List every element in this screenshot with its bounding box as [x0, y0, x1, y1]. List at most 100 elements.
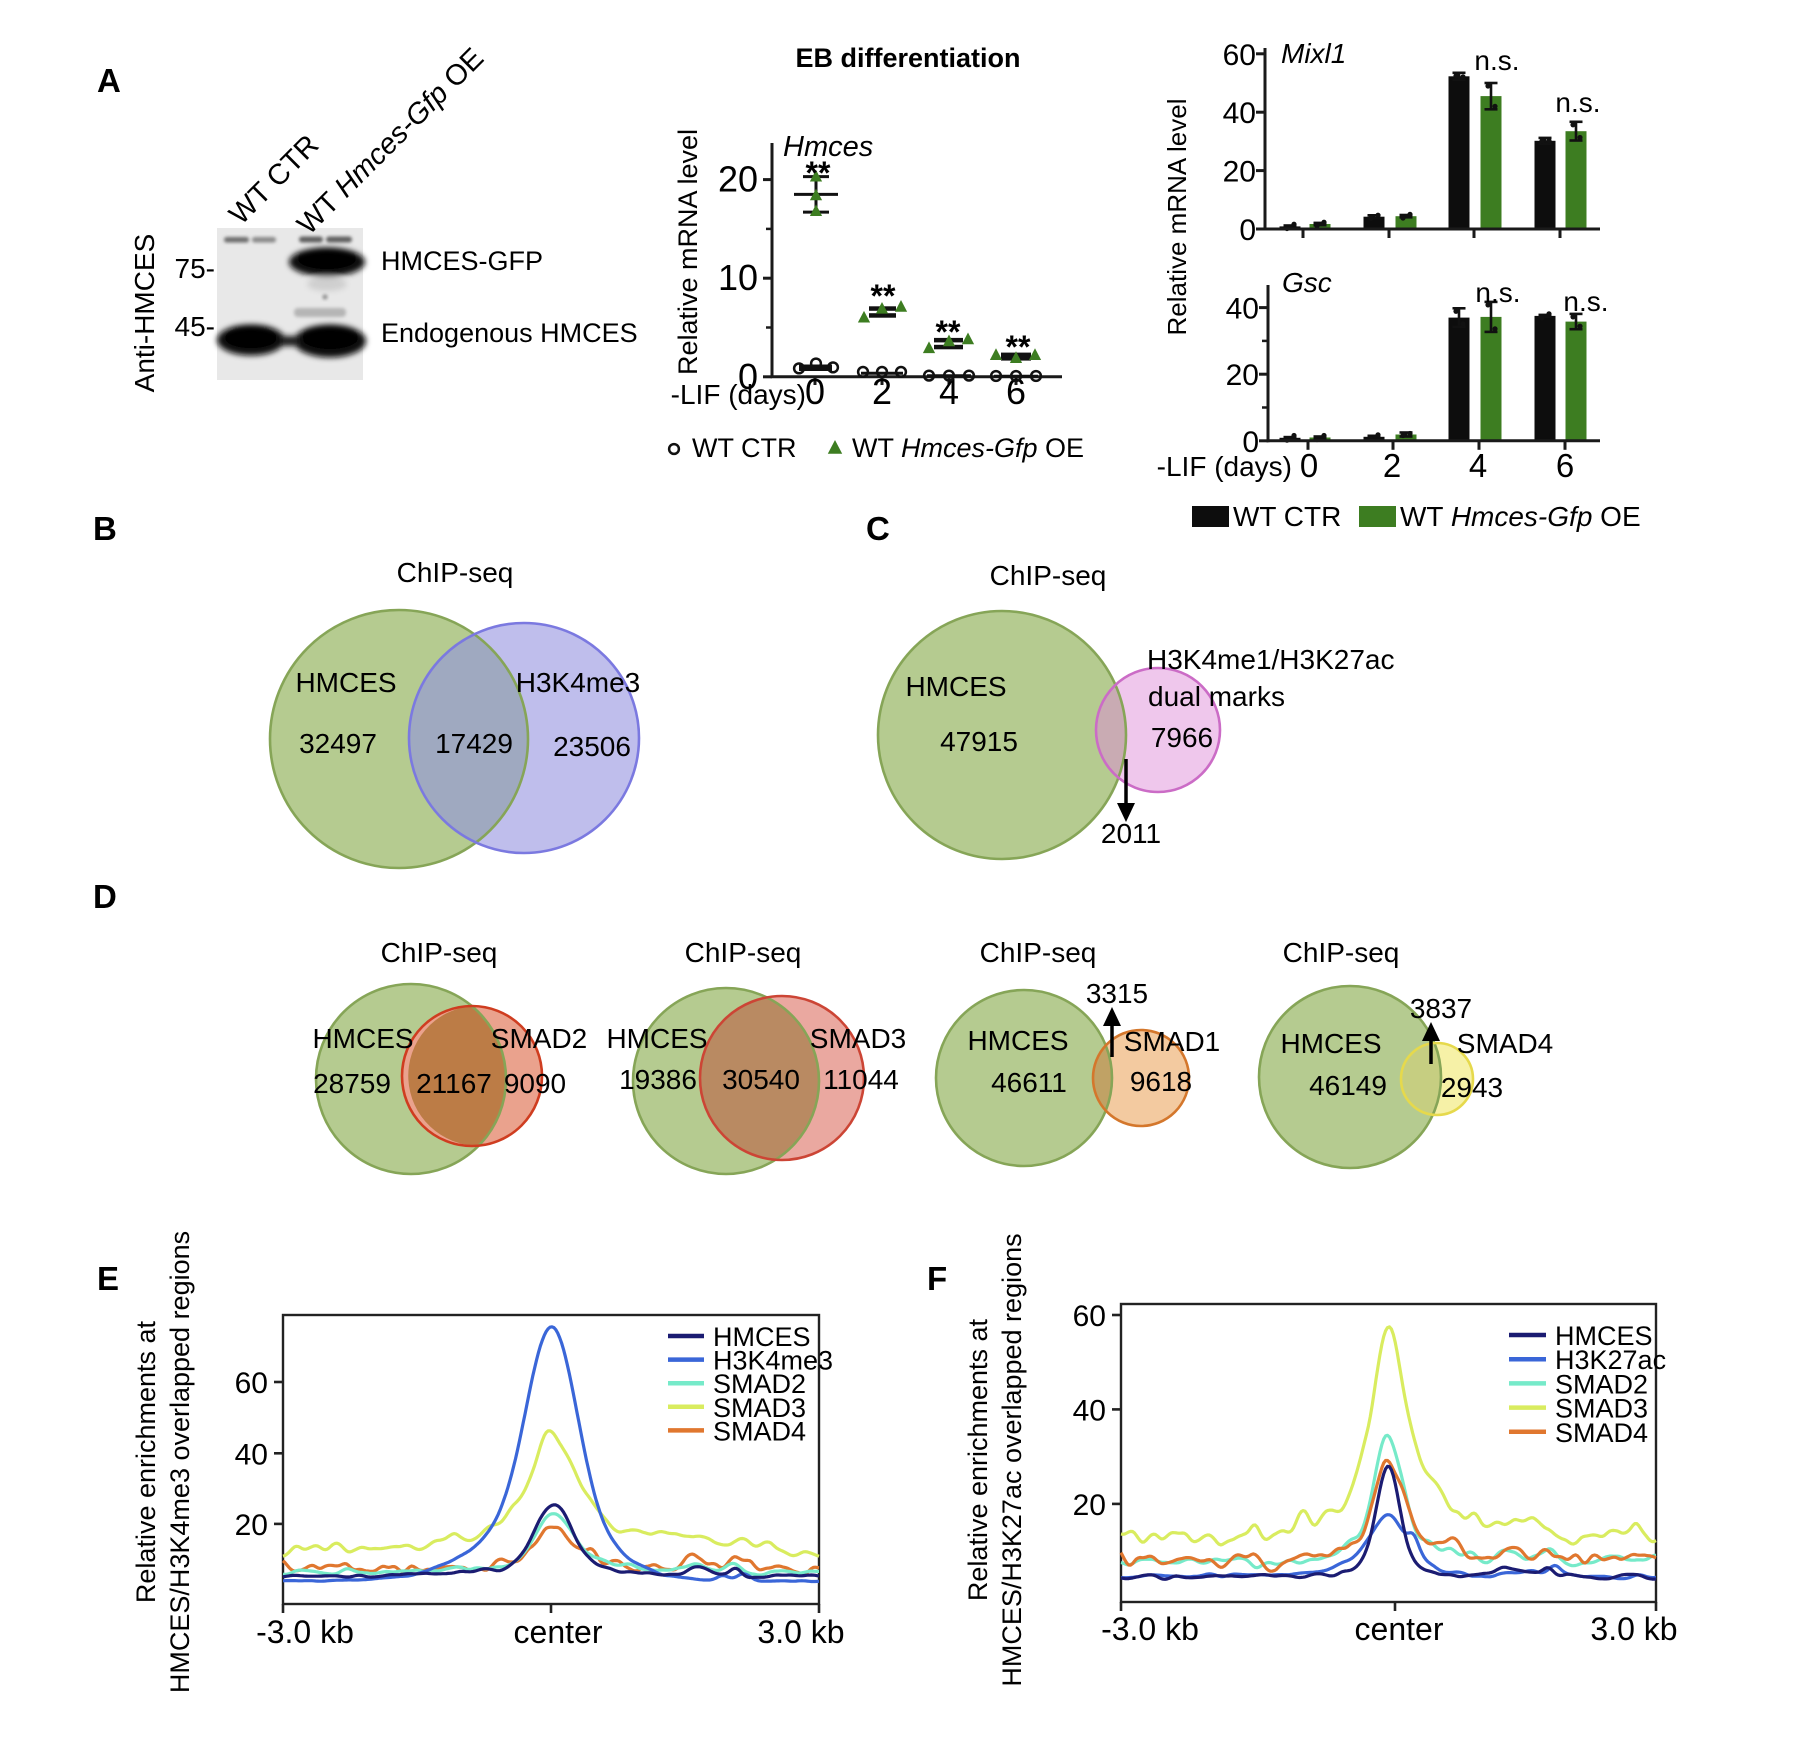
svg-text:H3K4me3: H3K4me3 [713, 1346, 833, 1376]
svg-text:20: 20 [1223, 156, 1256, 189]
svg-text:30540: 30540 [722, 1064, 800, 1095]
svg-text:SMAD3: SMAD3 [713, 1393, 806, 1423]
svg-text:19386: 19386 [619, 1064, 697, 1095]
svg-text:B: B [93, 510, 117, 547]
svg-text:n.s.: n.s. [1475, 277, 1520, 308]
svg-text:HMCES: HMCES [295, 667, 396, 698]
svg-text:28759: 28759 [313, 1068, 391, 1099]
svg-text:9618: 9618 [1130, 1066, 1192, 1097]
svg-text:46611: 46611 [991, 1067, 1067, 1098]
svg-text:HMCES/H3K4me3 overlapped regio: HMCES/H3K4me3 overlapped regions [165, 1231, 195, 1693]
svg-text:60: 60 [1223, 39, 1256, 72]
svg-text:D: D [93, 878, 117, 915]
svg-text:Relative enrichments at: Relative enrichments at [131, 1320, 161, 1603]
svg-text:SMAD3: SMAD3 [1555, 1394, 1648, 1424]
svg-text:F: F [927, 1260, 947, 1297]
svg-text:ChIP-seq: ChIP-seq [685, 937, 802, 968]
svg-text:2943: 2943 [1441, 1072, 1503, 1103]
svg-text:ChIP-seq: ChIP-seq [381, 937, 498, 968]
svg-text:WT CTR: WT CTR [692, 433, 796, 463]
svg-text:n.s.: n.s. [1474, 45, 1519, 76]
svg-text:E: E [97, 1260, 119, 1297]
svg-text:**: ** [871, 278, 896, 314]
svg-text:Mixl1: Mixl1 [1281, 38, 1346, 69]
svg-text:ChIP-seq: ChIP-seq [990, 560, 1107, 591]
svg-text:SMAD2: SMAD2 [713, 1369, 806, 1399]
svg-text:40: 40 [1073, 1394, 1106, 1427]
svg-text:0: 0 [738, 356, 758, 397]
svg-text:40: 40 [235, 1438, 268, 1471]
svg-text:40: 40 [1226, 293, 1259, 326]
svg-text:WT Hmces-Gfp OE: WT Hmces-Gfp OE [852, 433, 1084, 463]
svg-text:20: 20 [235, 1509, 268, 1542]
svg-text:n.s.: n.s. [1555, 87, 1600, 118]
svg-text:HMCES: HMCES [905, 671, 1006, 702]
svg-text:Gsc: Gsc [1282, 267, 1332, 298]
svg-text:10: 10 [718, 257, 758, 298]
svg-text:Endogenous HMCES: Endogenous HMCES [381, 318, 638, 348]
svg-text:20: 20 [718, 159, 758, 200]
svg-text:45-: 45- [175, 311, 215, 342]
svg-text:60: 60 [235, 1367, 268, 1400]
svg-text:60: 60 [1073, 1300, 1106, 1333]
svg-text:11044: 11044 [823, 1064, 899, 1095]
svg-text:Anti-HMCES: Anti-HMCES [129, 234, 160, 393]
svg-text:center: center [514, 1614, 603, 1650]
svg-text:0: 0 [1239, 214, 1256, 247]
svg-text:HMCES: HMCES [967, 1025, 1068, 1056]
svg-text:2: 2 [872, 371, 892, 412]
svg-text:H3K4me1/H3K27ac: H3K4me1/H3K27ac [1147, 644, 1394, 675]
svg-text:6: 6 [1556, 447, 1574, 484]
svg-text:ChIP-seq: ChIP-seq [1283, 937, 1400, 968]
svg-text:9090: 9090 [504, 1068, 566, 1099]
svg-text:EB differentiation: EB differentiation [795, 43, 1020, 73]
svg-text:4: 4 [939, 371, 959, 412]
svg-text:-LIF (days): -LIF (days) [671, 379, 806, 410]
svg-text:**: ** [806, 155, 831, 191]
svg-text:32497: 32497 [299, 728, 377, 759]
svg-text:C: C [866, 510, 890, 547]
svg-text:Hmces: Hmces [783, 131, 873, 163]
svg-text:SMAD3: SMAD3 [810, 1023, 906, 1054]
svg-text:HMCES/H3K27ac overlapped regio: HMCES/H3K27ac overlapped regions [997, 1233, 1027, 1686]
svg-text:47915: 47915 [940, 726, 1018, 757]
svg-text:SMAD2: SMAD2 [491, 1023, 587, 1054]
svg-text:21167: 21167 [416, 1068, 492, 1099]
svg-text:SMAD1: SMAD1 [1124, 1026, 1220, 1057]
svg-text:**: ** [936, 314, 961, 350]
svg-text:75-: 75- [175, 253, 215, 284]
svg-text:-3.0 kb: -3.0 kb [256, 1614, 354, 1650]
svg-text:SMAD4: SMAD4 [1457, 1028, 1553, 1059]
svg-text:WT CTR: WT CTR [1233, 501, 1341, 532]
svg-text:H3K27ac: H3K27ac [1555, 1345, 1666, 1375]
svg-text:HMCES: HMCES [606, 1023, 707, 1054]
svg-text:WT Hmces-Gfp OE: WT Hmces-Gfp OE [1400, 501, 1641, 532]
svg-text:Relative mRNA level: Relative mRNA level [1162, 99, 1192, 336]
svg-text:0: 0 [805, 371, 825, 412]
svg-text:Relative enrichments at: Relative enrichments at [963, 1318, 993, 1601]
svg-text:7966: 7966 [1151, 722, 1213, 753]
svg-text:17429: 17429 [435, 728, 513, 759]
svg-text:4: 4 [1469, 447, 1487, 484]
svg-text:A: A [97, 62, 121, 99]
svg-text:HMCES: HMCES [1280, 1028, 1381, 1059]
svg-text:6: 6 [1006, 371, 1026, 412]
svg-text:SMAD4: SMAD4 [1555, 1418, 1648, 1448]
svg-text:46149: 46149 [1309, 1070, 1387, 1101]
svg-text:**: ** [1006, 329, 1031, 365]
svg-text:HMCES: HMCES [1555, 1321, 1653, 1351]
svg-text:Relative mRNA level: Relative mRNA level [673, 129, 703, 375]
svg-text:40: 40 [1223, 97, 1256, 130]
svg-text:ChIP-seq: ChIP-seq [397, 557, 514, 588]
svg-text:-LIF (days): -LIF (days) [1157, 451, 1292, 482]
svg-text:0: 0 [1242, 426, 1259, 459]
svg-text:HMCES: HMCES [312, 1023, 413, 1054]
svg-text:3837: 3837 [1410, 993, 1472, 1024]
svg-text:SMAD4: SMAD4 [713, 1416, 806, 1446]
svg-text:ChIP-seq: ChIP-seq [980, 937, 1097, 968]
svg-text:2: 2 [1383, 447, 1401, 484]
svg-text:3315: 3315 [1086, 978, 1148, 1009]
svg-text:0: 0 [1300, 447, 1318, 484]
svg-text:HMCES-GFP: HMCES-GFP [381, 246, 543, 276]
svg-text:3.0 kb: 3.0 kb [757, 1614, 844, 1650]
